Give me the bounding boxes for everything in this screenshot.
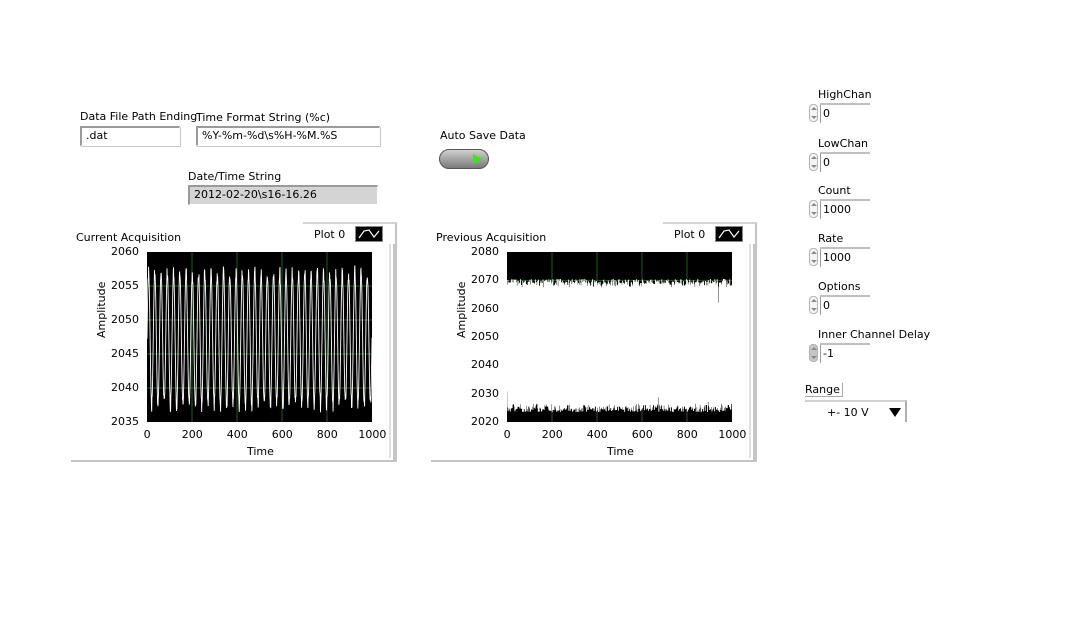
range-value: +- 10 V [827,406,869,419]
x-tick-label: 1000 [358,428,387,441]
plot-legend[interactable]: Plot 0 [663,222,757,244]
previous-acquisition-graph: Previous Acquisition Plot 0 Amplitude Ti… [431,222,757,462]
rate-label: Rate [818,232,844,245]
line-style-icon[interactable] [715,226,743,242]
graph-title: Previous Acquisition [436,231,547,244]
data-file-path-ending-field[interactable]: .dat [80,126,180,146]
inner-channel-delay-field[interactable]: -1 [820,343,870,363]
line-style-icon[interactable] [355,226,383,242]
highchan-field[interactable]: 0 [820,103,870,123]
current-acquisition-graph: Current Acquisition Plot 0 Amplitude Tim… [71,222,397,462]
x-tick-label: 200 [541,428,563,441]
x-tick-label: 400 [226,428,248,441]
x-tick-label: 600 [631,428,653,441]
count-field[interactable]: 1000 [820,199,870,219]
time-format-string-label: Time Format String (%c) [196,111,331,124]
series-line-plot-0 [506,278,733,413]
options-label: Options [818,280,861,293]
increment-decrement-icon[interactable] [809,248,818,266]
graph-title: Current Acquisition [76,231,182,244]
y-tick-label: 2060 [471,301,499,315]
y-tick-label: 2035 [111,415,139,428]
y-tick-label: 2040 [111,381,139,394]
x-tick-label: 0 [143,428,151,441]
led-indicator-icon [473,154,483,164]
count-label: Count [818,184,851,197]
plot-legend[interactable]: Plot 0 [303,222,397,244]
y-tick-label: 2050 [111,313,139,326]
x-tick-label: 600 [271,428,293,441]
options-field[interactable]: 0 [820,295,870,315]
auto-save-toggle[interactable] [439,149,489,169]
x-axis-label: Time [607,445,634,458]
increment-decrement-icon[interactable] [809,153,818,171]
data-file-path-ending-label: Data File Path Ending [80,110,198,123]
auto-save-label: Auto Save Data [440,129,526,142]
highchan-label: HighChan [818,88,872,101]
lowchan-field[interactable]: 0 [820,152,870,172]
x-tick-label: 1000 [718,428,747,441]
legend-label: Plot 0 [674,228,706,241]
plot-svg [506,252,733,422]
x-tick-label: 200 [181,428,203,441]
y-axis-label: Amplitude [455,281,468,338]
y-tick-label: 2030 [471,386,499,400]
y-tick-label: 2050 [471,330,499,343]
y-tick-label: 2055 [111,279,139,292]
rate-field[interactable]: 1000 [820,247,870,267]
y-tick-label: 2045 [111,347,139,360]
x-tick-label: 0 [503,428,511,441]
increment-decrement-icon[interactable] [809,344,818,362]
y-tick-label: 2080 [471,245,499,258]
x-axis-label: Time [247,445,274,458]
increment-decrement-icon[interactable] [809,200,818,218]
time-format-string-field[interactable]: %Y-%m-%d\s%H-%M.%S [196,126,380,146]
plot-area[interactable] [146,252,373,422]
y-axis-label: Amplitude [95,281,108,338]
x-tick-label: 400 [586,428,608,441]
dropdown-arrow-icon[interactable] [889,408,901,417]
series-line-plot-0 [146,265,373,413]
legend-label: Plot 0 [314,228,346,241]
inner-channel-delay-label: Inner Channel Delay [818,328,931,341]
increment-decrement-icon[interactable] [809,104,818,122]
range-label: Range [805,383,843,397]
y-tick-label: 2040 [471,358,499,372]
lowchan-label: LowChan [818,137,869,150]
increment-decrement-icon[interactable] [809,296,818,314]
plot-svg [146,252,373,422]
date-time-string-label: Date/Time String [188,170,282,183]
y-tick-label: 2070 [471,273,499,287]
range-selector[interactable]: +- 10 V [805,400,907,422]
y-tick-label: 2020 [471,415,499,428]
plot-area[interactable] [506,252,733,422]
x-tick-label: 800 [676,428,698,441]
date-time-string-indicator: 2012-02-20\s16-16.26 [188,185,378,205]
x-tick-label: 800 [316,428,338,441]
y-tick-label: 2060 [111,245,139,258]
